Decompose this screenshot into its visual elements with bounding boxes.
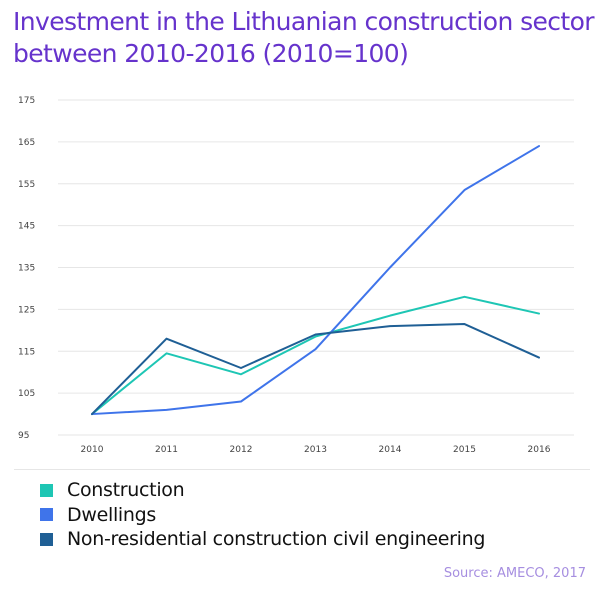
y-tick-label-175: 175 [18, 96, 35, 106]
y-tick-label-145: 145 [18, 222, 35, 232]
y-tick-label-115: 115 [18, 347, 35, 357]
series-line-construction [91, 295, 540, 416]
y-tick-label-125: 125 [18, 305, 35, 315]
x-tick-label-2010: 2010 [81, 445, 104, 455]
legend: Construction Dwellings Non-residential c… [40, 478, 580, 552]
legend-item-non-residential: Non-residential construction civil engin… [40, 527, 580, 552]
legend-label-construction: Construction [67, 479, 185, 502]
legend-swatch-non-residential [40, 532, 53, 546]
x-tick-label-2011: 2011 [155, 445, 178, 455]
y-tick-label-155: 155 [18, 180, 35, 190]
series-line-dwellings [91, 145, 540, 416]
y-tick-label-135: 135 [18, 264, 35, 274]
line-chart: 95 105 115 125 135 145 155 165 175 2010 2011 2012 20… [18, 96, 574, 455]
legend-swatch-dwellings [40, 508, 53, 522]
chart-area: 95 105 115 125 135 145 155 165 175 2010 2011 2012 20… [14, 84, 590, 470]
y-tick-label-95: 95 [18, 431, 29, 441]
legend-swatch-construction [40, 483, 53, 497]
legend-label-dwellings: Dwellings [67, 503, 156, 526]
chart-title-line-1: Investment in the Lithuanian constructio… [13, 7, 595, 36]
source-note: Source: AMECO, 2017 [443, 566, 586, 581]
legend-item-dwellings: Dwellings [40, 503, 580, 528]
x-tick-label-2013: 2013 [304, 445, 327, 455]
legend-item-construction: Construction [40, 478, 580, 503]
x-tick-label-2015: 2015 [453, 445, 476, 455]
y-tick-label-105: 105 [18, 389, 35, 399]
chart-title: Investment in the Lithuanian constructio… [13, 6, 595, 70]
x-tick-label-2016: 2016 [528, 445, 551, 455]
y-tick-label-165: 165 [18, 138, 35, 148]
x-tick-label-2012: 2012 [230, 445, 253, 455]
chart-title-line-2: between 2010-2016 (2010=100) [13, 39, 409, 68]
x-tick-label-2014: 2014 [379, 445, 402, 455]
legend-label-non-residential: Non-residential construction civil engin… [67, 528, 486, 551]
